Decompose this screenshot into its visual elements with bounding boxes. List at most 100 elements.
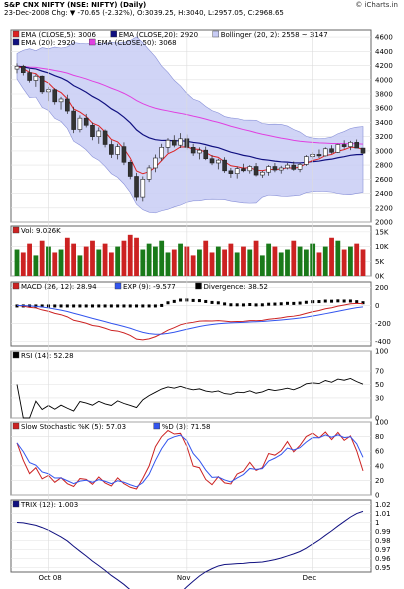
volume-bar bbox=[115, 246, 121, 276]
macd-legend-swatch bbox=[12, 282, 20, 290]
ema50-line bbox=[16, 65, 364, 145]
candle-body bbox=[140, 179, 146, 198]
candle-body bbox=[83, 117, 89, 126]
rsi-tick: 50 bbox=[375, 381, 384, 389]
volume-bar bbox=[83, 246, 89, 276]
macd-legend-swatch bbox=[195, 282, 202, 290]
divergence-mark bbox=[97, 304, 101, 308]
quote-line: 23-Dec-2008 Chg: ▼ -70.65 (-2.32%), O:30… bbox=[4, 9, 284, 17]
candle-body bbox=[285, 164, 290, 169]
volume-bar bbox=[33, 255, 39, 276]
x-axis-label: Dec bbox=[303, 574, 317, 582]
macd-legend-swatch bbox=[114, 282, 122, 290]
divergence-mark bbox=[355, 300, 359, 304]
price-legend-swatch bbox=[88, 38, 96, 46]
price-tick: 3600 bbox=[375, 105, 393, 113]
volume-bar bbox=[297, 246, 303, 276]
macd-tick: -200 bbox=[375, 320, 391, 328]
candle-body bbox=[121, 146, 127, 163]
divergence-mark bbox=[166, 301, 170, 305]
volume-bar bbox=[27, 243, 32, 276]
volume-bar bbox=[165, 252, 171, 276]
candle-body bbox=[228, 170, 234, 174]
divergence-mark bbox=[59, 304, 63, 308]
divergence-mark bbox=[336, 299, 340, 303]
price-legend-swatch bbox=[110, 30, 117, 38]
price-tick: 4200 bbox=[375, 62, 393, 70]
price-legend-swatch bbox=[12, 38, 20, 46]
candle-body bbox=[153, 157, 158, 169]
volume-bar bbox=[253, 240, 259, 276]
divergence-mark bbox=[197, 299, 201, 303]
divergence-mark bbox=[65, 304, 69, 308]
divergence-mark bbox=[210, 300, 214, 304]
price-tick: 4600 bbox=[375, 34, 393, 42]
volume-bar bbox=[14, 249, 20, 276]
volume-bar bbox=[266, 243, 272, 276]
divergence-mark bbox=[260, 303, 264, 307]
candle-body bbox=[297, 164, 303, 170]
divergence-mark bbox=[122, 304, 126, 308]
volume-bar bbox=[127, 234, 133, 276]
candle-body bbox=[341, 144, 347, 147]
volume-bar bbox=[228, 243, 234, 276]
price-tick: 4400 bbox=[375, 48, 393, 56]
price-tick: 2200 bbox=[375, 204, 393, 212]
trix-legend-entry: TRIX (12): 1.003 bbox=[20, 501, 78, 509]
price-tick: 2800 bbox=[375, 162, 393, 170]
volume-bar bbox=[278, 252, 284, 276]
macd-panel bbox=[10, 281, 372, 347]
candle-body bbox=[134, 176, 139, 198]
candle-body bbox=[209, 158, 215, 164]
divergence-mark bbox=[323, 299, 327, 303]
divergence-mark bbox=[135, 304, 139, 308]
divergence-mark bbox=[292, 301, 296, 305]
divergence-mark bbox=[254, 303, 258, 307]
divergence-mark bbox=[103, 304, 107, 308]
volume-bar bbox=[234, 252, 240, 276]
price-tick: 3200 bbox=[375, 133, 393, 141]
trix-tick: 1.01 bbox=[375, 510, 391, 518]
volume-bar bbox=[178, 243, 183, 276]
volume-bar bbox=[222, 249, 227, 276]
rsi-legend-entry: RSI (14): 52.28 bbox=[21, 352, 74, 360]
volume-tick: 0K bbox=[375, 273, 384, 281]
volume-bar bbox=[90, 240, 95, 276]
candle-body bbox=[33, 75, 39, 81]
volume-bar bbox=[272, 246, 278, 276]
volume-bar bbox=[348, 246, 353, 276]
divergence-mark bbox=[348, 299, 352, 303]
divergence-mark bbox=[128, 304, 132, 308]
candle-body bbox=[360, 147, 366, 154]
candle-body bbox=[171, 139, 177, 146]
volume-bar bbox=[285, 249, 290, 276]
divergence-mark bbox=[78, 304, 82, 308]
divergence-mark bbox=[279, 302, 283, 306]
candle-body bbox=[322, 148, 328, 157]
price-tick: 3000 bbox=[375, 147, 393, 155]
volume-bar bbox=[259, 255, 265, 276]
trix-tick: 1.02 bbox=[375, 501, 391, 509]
candle-body bbox=[159, 147, 164, 159]
volume-bar bbox=[247, 249, 253, 276]
macd-legend-entry: Divergence: 38.52 bbox=[204, 283, 269, 291]
price-legend-swatch bbox=[12, 30, 20, 38]
volume-bar bbox=[197, 249, 202, 276]
candle-body bbox=[20, 65, 26, 73]
stoch-legend-entry: %D (3): 71.58 bbox=[162, 423, 211, 431]
trix-tick: 0.98 bbox=[375, 537, 391, 545]
candle-body bbox=[27, 72, 32, 81]
macd-legend-entry: EXP (9): -9.577 bbox=[123, 283, 176, 291]
divergence-mark bbox=[153, 304, 157, 308]
divergence-mark bbox=[241, 303, 245, 307]
chart-title: S&P CNX NIFTY (NSE: NIFTY) (Daily) bbox=[4, 1, 147, 9]
trix-tick: 0.97 bbox=[375, 546, 391, 554]
macd-tick: 0 bbox=[375, 302, 379, 310]
candle-body bbox=[77, 117, 83, 130]
candle-body bbox=[71, 110, 76, 130]
candle-body bbox=[222, 159, 227, 172]
candle-body bbox=[247, 166, 253, 172]
divergence-mark bbox=[330, 299, 334, 303]
rsi-tick: 100 bbox=[375, 348, 388, 356]
